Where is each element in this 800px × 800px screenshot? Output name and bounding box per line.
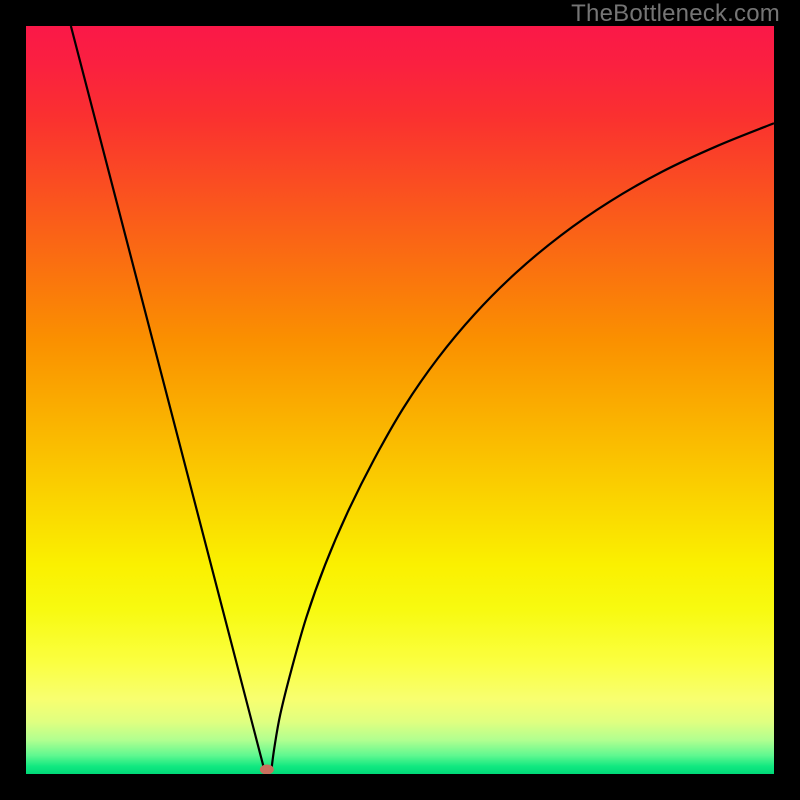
chart-container: TheBottleneck.com [0, 0, 800, 800]
plot-area [26, 26, 774, 774]
watermark-text: TheBottleneck.com [571, 0, 780, 28]
gradient-background-rect [26, 26, 774, 774]
